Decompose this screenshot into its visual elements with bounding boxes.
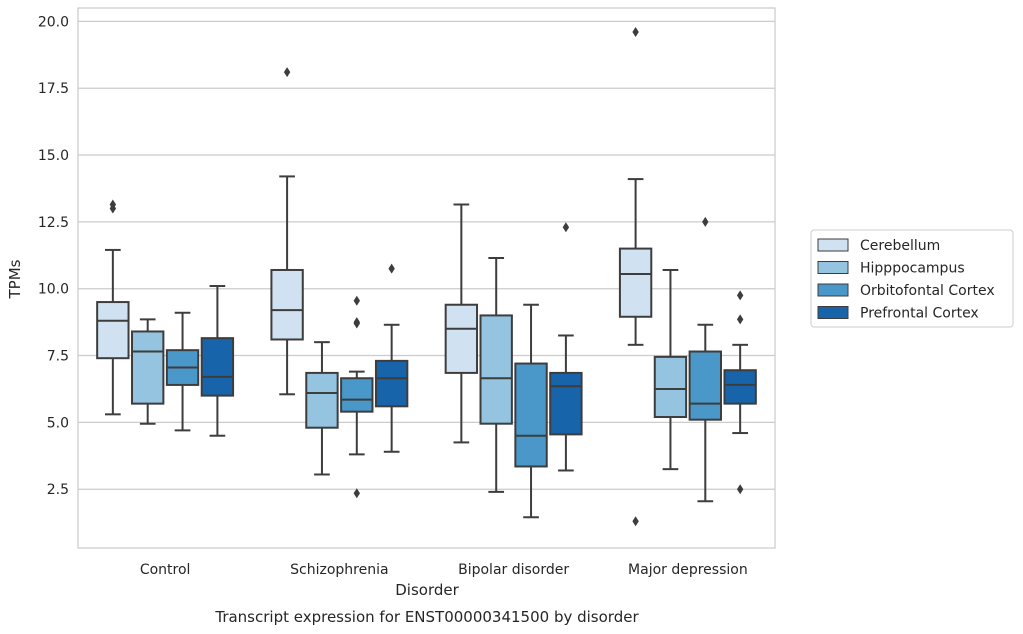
chart-caption: Transcript expression for ENST0000034150… [214,608,639,626]
y-tick-label: 2.5 [47,482,69,498]
box-hipppocampus [653,268,688,471]
outlier-point [353,295,360,306]
box-prefrontal-cortex [374,263,409,453]
y-axis-label: TPMs [6,259,24,299]
box-body [374,359,409,408]
box-cerebellum [96,199,130,416]
legend-label: Hipppocampus [860,261,965,277]
x-axis-label: Disorder [395,581,459,599]
x-tick-label: Major depression [628,562,748,578]
outlier-point [632,516,639,527]
outlier-point [353,318,360,329]
legend-swatch [817,283,849,297]
y-tick-label: 10.0 [38,282,69,298]
box-cerebellum [270,67,304,396]
box-orbitofontal-cortex [688,216,722,503]
box-body [688,350,722,421]
plot-area-frame [77,7,776,549]
y-tick-label: 5.0 [47,415,69,431]
outlier-point [702,216,709,227]
box-groups [96,27,757,527]
outlier-point [562,222,570,233]
legend-swatch [817,238,849,252]
box-body [514,362,548,468]
legend-frame [810,229,1014,328]
legend-items: Cerebellum Hipppocampus Orbitofontal Corte… [817,238,995,322]
legend-label: Cerebellum [860,238,940,254]
box-hipppocampus [131,318,165,425]
y-tick-label: 17.5 [38,81,69,97]
outlier-point [736,484,744,495]
x-tick-label: Bipolar disorder [458,562,569,578]
legend-label: Orbitofontal Cortex [860,283,995,299]
box-body [723,369,757,405]
outlier-point [283,67,291,78]
legend: Cerebellum Hipppocampus Orbitofontal Corte… [810,229,1014,328]
legend-label: Prefrontal Cortex [860,306,979,322]
outlier-point [736,290,744,301]
y-tick-label: 20.0 [38,14,69,30]
box-body [96,301,130,360]
box-hipppocampus [479,256,513,493]
box-prefrontal-cortex [723,290,757,495]
outlier-point [388,263,395,274]
box-orbitofontal-cortex [165,311,200,432]
legend-swatch [817,306,849,319]
box-body [653,355,688,419]
box-prefrontal-cortex [200,285,235,437]
x-tick-label: Schizophrenia [290,562,388,578]
x-tick-labels: Control Schizophrenia Bipolar disorder Majo… [140,562,748,578]
box-prefrontal-cortex [549,222,583,472]
box-cerebellum [618,27,653,527]
box-body [131,330,165,405]
box-body [479,314,513,425]
box-hipppocampus [305,341,339,476]
box-orbitofontal-cortex [340,295,374,499]
outlier-point [632,27,639,38]
box-body [305,371,339,429]
box-body [549,371,583,436]
box-orbitofontal-cortex [514,303,548,519]
box-body [340,377,374,413]
box-body [444,303,479,374]
x-tick-label: Control [140,562,191,578]
outlier-point [353,488,360,499]
box-body [618,247,653,318]
y-tick-label: 12.5 [38,215,69,231]
box-cerebellum [444,203,479,444]
y-tick-labels: 2.5 5.0 7.5 10.0 12.5 15.0 17.5 20.0 [38,14,69,498]
box-body [200,337,235,397]
outlier-point [736,314,744,325]
y-tick-label: 15.0 [38,148,69,164]
y-tick-label: 7.5 [47,349,69,365]
outlier-point [109,199,117,210]
legend-swatch [817,261,849,274]
box-body [270,268,304,341]
